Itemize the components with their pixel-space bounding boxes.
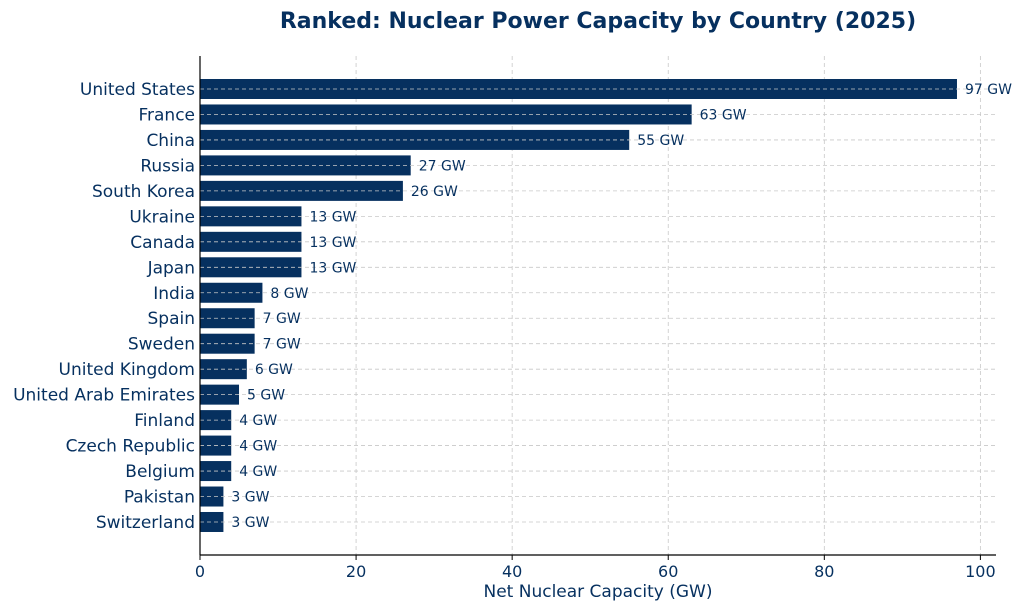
category-label: Czech Republic (66, 437, 195, 457)
x-tick-label: 20 (346, 562, 366, 581)
bar-value-label: 55 GW (637, 133, 684, 149)
x-tick-label: 40 (502, 562, 522, 581)
x-tick-label: 80 (814, 562, 834, 581)
category-label: Canada (130, 233, 195, 253)
bar-value-label: 3 GW (231, 490, 269, 506)
axes (199, 56, 996, 560)
bar-value-label: 6 GW (255, 362, 293, 378)
x-tick-labels: 0 20 40 60 80 100 (195, 562, 996, 581)
x-axis-title: Net Nuclear Capacity (GW) (483, 582, 712, 602)
bars (200, 79, 957, 532)
bar-value-label: 7 GW (263, 337, 301, 353)
bar-value-label: 97 GW (965, 82, 1012, 98)
category-label: United Kingdom (59, 360, 195, 380)
category-label: China (146, 131, 195, 151)
category-label: France (138, 105, 195, 125)
category-label: Sweden (128, 335, 195, 355)
chart-title: Ranked: Nuclear Power Capacity by Countr… (280, 9, 916, 34)
bar-value-label: 13 GW (309, 235, 356, 251)
bar (200, 129, 630, 150)
category-label: Ukraine (129, 207, 195, 227)
category-label: United States (80, 80, 195, 100)
x-tick-label: 60 (658, 562, 678, 581)
bar-value-label: 26 GW (411, 184, 458, 200)
bar-value-label: 7 GW (263, 311, 301, 327)
bar (200, 333, 255, 354)
bar-value-label: 5 GW (247, 388, 285, 404)
x-tick-label: 0 (195, 562, 205, 581)
bar (200, 384, 240, 405)
category-label: United Arab Emirates (13, 386, 195, 406)
category-label: Pakistan (124, 488, 195, 508)
bar (200, 486, 224, 507)
category-label: South Korea (92, 182, 195, 202)
bar-value-label: 8 GW (270, 286, 308, 302)
category-label: Japan (147, 258, 195, 278)
bar-value-label: 4 GW (239, 413, 277, 429)
category-labels: United States France China Russia South Kore… (13, 80, 195, 533)
bar-value-label: 63 GW (700, 107, 747, 123)
category-label: Switzerland (96, 513, 195, 533)
bar-value-label: 4 GW (239, 464, 277, 480)
bar-value-label: 13 GW (309, 260, 356, 276)
bar-value-label: 27 GW (419, 158, 466, 174)
category-label: Finland (134, 411, 195, 431)
bar-value-label: 3 GW (231, 515, 269, 531)
x-tick-label: 100 (965, 562, 996, 581)
value-labels: 97 GW 63 GW 55 GW 27 GW 26 GW 13 GW 13 GW 13 GW… (200, 82, 1012, 531)
category-label: India (153, 284, 195, 304)
bar-value-label: 13 GW (309, 209, 356, 225)
bar-value-label: 4 GW (239, 439, 277, 455)
category-label: Belgium (125, 462, 195, 482)
bar (200, 308, 255, 329)
category-label: Russia (140, 156, 195, 176)
bar (200, 511, 224, 532)
category-label: Spain (148, 309, 196, 329)
